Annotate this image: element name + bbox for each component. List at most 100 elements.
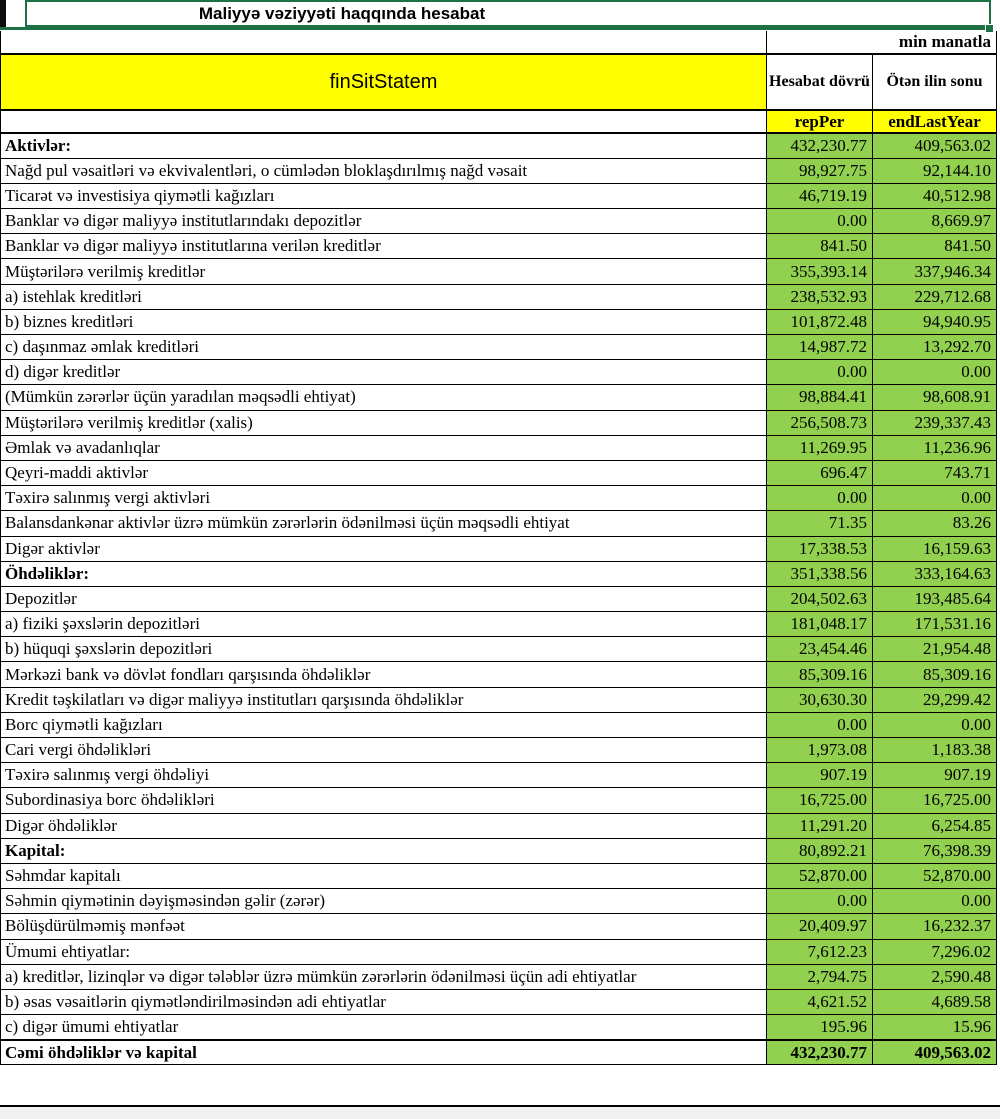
end-last-year-value-cell[interactable]: 193,485.64 bbox=[872, 585, 997, 613]
rep-per-value-cell[interactable]: 696.47 bbox=[766, 459, 873, 487]
rep-per-value-cell[interactable]: 0.00 bbox=[766, 485, 873, 512]
row-label-cell[interactable]: Digər aktivlər bbox=[0, 535, 767, 562]
row-label-cell[interactable]: c) digər ümumi ehtiyatlar bbox=[0, 1014, 767, 1041]
row-label-cell[interactable]: Təxirə salınmış vergi öhdəliyi bbox=[0, 762, 767, 789]
row-label-cell[interactable]: Kapital: bbox=[0, 837, 767, 864]
rep-per-value-cell[interactable]: 355,393.14 bbox=[766, 258, 873, 285]
report-period-header-cell[interactable]: Hesabat dövrü bbox=[766, 53, 873, 111]
end-last-year-value-cell[interactable]: 171,531.16 bbox=[872, 611, 997, 638]
end-last-year-value-cell[interactable]: 40,512.98 bbox=[872, 182, 997, 210]
end-last-year-value-cell[interactable]: 11,236.96 bbox=[872, 434, 997, 461]
row-label-cell[interactable]: Bölüşdürülməmiş mənfəət bbox=[0, 913, 767, 940]
rep-per-value-cell[interactable]: 80,892.21 bbox=[766, 837, 873, 864]
empty-cell[interactable] bbox=[0, 109, 767, 134]
end-last-year-value-cell[interactable]: 13,292.70 bbox=[872, 333, 997, 361]
end-last-year-value-cell[interactable]: 6,254.85 bbox=[872, 812, 997, 839]
rep-per-value-cell[interactable]: 907.19 bbox=[766, 762, 873, 789]
rep-per-code-cell[interactable]: repPer bbox=[766, 109, 873, 134]
rep-per-value-cell[interactable]: 30,630.30 bbox=[766, 686, 873, 713]
end-last-year-value-cell[interactable]: 76,398.39 bbox=[872, 837, 997, 864]
end-last-year-code-cell[interactable]: endLastYear bbox=[872, 109, 997, 134]
row-label-cell[interactable]: b) biznes kreditləri bbox=[0, 308, 767, 336]
report-title-cell[interactable]: Maliyyə vəziyyəti haqqında hesabat bbox=[25, 0, 991, 27]
rep-per-value-cell[interactable]: 101,872.48 bbox=[766, 308, 873, 336]
unit-note-cell[interactable]: min manatla bbox=[766, 31, 997, 55]
end-last-year-value-cell[interactable]: 8,669.97 bbox=[872, 208, 997, 235]
rep-per-value-cell[interactable]: 85,309.16 bbox=[766, 661, 873, 688]
row-label-cell[interactable]: Borc qiymətli kağızları bbox=[0, 711, 767, 739]
row-label-cell[interactable]: c) daşınmaz əmlak kreditləri bbox=[0, 333, 767, 361]
rep-per-value-cell[interactable]: 351,338.56 bbox=[766, 560, 873, 587]
end-last-year-value-cell[interactable]: 29,299.42 bbox=[872, 686, 997, 713]
form-code-cell[interactable]: finSitStatem bbox=[0, 53, 767, 111]
row-label-cell[interactable]: a) istehlak kreditləri bbox=[0, 283, 767, 310]
end-last-year-value-cell[interactable]: 16,725.00 bbox=[872, 787, 997, 814]
rep-per-value-cell[interactable]: 238,532.93 bbox=[766, 283, 873, 310]
row-label-cell[interactable]: Səhmin qiymətinin dəyişməsindən gəlir (z… bbox=[0, 888, 767, 915]
rep-per-value-cell[interactable]: 11,269.95 bbox=[766, 434, 873, 461]
rep-per-value-cell[interactable]: 20,409.97 bbox=[766, 913, 873, 940]
row-label-cell[interactable]: Ümumi ehtiyatlar: bbox=[0, 938, 767, 965]
end-last-year-value-cell[interactable]: 1,183.38 bbox=[872, 736, 997, 764]
rep-per-value-cell[interactable]: 841.50 bbox=[766, 233, 873, 260]
row-label-cell[interactable]: d) digər kreditlər bbox=[0, 359, 767, 386]
rep-per-value-cell[interactable]: 432,230.77 bbox=[766, 1038, 873, 1066]
row-label-cell[interactable]: Mərkəzi bank və dövlət fondları qarşısın… bbox=[0, 661, 767, 688]
end-last-year-value-cell[interactable]: 907.19 bbox=[872, 762, 997, 789]
rep-per-value-cell[interactable]: 16,725.00 bbox=[766, 787, 873, 814]
row-label-cell[interactable]: Qeyri-maddi aktivlər bbox=[0, 459, 767, 487]
end-last-year-value-cell[interactable]: 337,946.34 bbox=[872, 258, 997, 285]
row-label-cell[interactable]: Aktivlər: bbox=[0, 132, 767, 159]
rep-per-value-cell[interactable]: 14,987.72 bbox=[766, 333, 873, 361]
row-label-cell[interactable]: Subordinasiya borc öhdəlikləri bbox=[0, 787, 767, 814]
end-last-year-value-cell[interactable]: 0.00 bbox=[872, 711, 997, 739]
row-label-cell[interactable]: a) kreditlər, lizinqlər və digər tələblə… bbox=[0, 963, 767, 990]
end-last-year-header-cell[interactable]: Ötən ilin sonu bbox=[872, 53, 997, 111]
end-last-year-value-cell[interactable]: 743.71 bbox=[872, 459, 997, 487]
row-label-cell[interactable]: Kredit təşkilatları və digər maliyyə ins… bbox=[0, 686, 767, 713]
rep-per-value-cell[interactable]: 0.00 bbox=[766, 888, 873, 915]
end-last-year-value-cell[interactable]: 409,563.02 bbox=[872, 1038, 997, 1066]
end-last-year-value-cell[interactable]: 0.00 bbox=[872, 359, 997, 386]
row-label-cell[interactable]: Balansdankənar aktivlər üzrə mümkün zərə… bbox=[0, 510, 767, 537]
end-last-year-value-cell[interactable]: 16,232.37 bbox=[872, 913, 997, 940]
end-last-year-value-cell[interactable]: 0.00 bbox=[872, 888, 997, 915]
row-label-cell[interactable]: Öhdəliklər: bbox=[0, 560, 767, 587]
rep-per-value-cell[interactable]: 17,338.53 bbox=[766, 535, 873, 562]
row-label-cell[interactable]: Cari vergi öhdəlikləri bbox=[0, 736, 767, 764]
rep-per-value-cell[interactable]: 23,454.46 bbox=[766, 636, 873, 663]
rep-per-value-cell[interactable]: 52,870.00 bbox=[766, 862, 873, 890]
row-label-cell[interactable]: Müştərilərə verilmiş kreditlər (xalis) bbox=[0, 409, 767, 436]
row-label-cell[interactable]: Müştərilərə verilmiş kreditlər bbox=[0, 258, 767, 285]
empty-cell[interactable] bbox=[0, 31, 767, 55]
end-last-year-value-cell[interactable]: 333,164.63 bbox=[872, 560, 997, 587]
row-label-cell[interactable]: Depozitlər bbox=[0, 585, 767, 613]
row-label-cell[interactable]: Cəmi öhdəliklər və kapital bbox=[0, 1038, 767, 1066]
rep-per-value-cell[interactable]: 4,621.52 bbox=[766, 988, 873, 1016]
row-label-cell[interactable]: Təxirə salınmış vergi aktivləri bbox=[0, 485, 767, 512]
end-last-year-value-cell[interactable]: 841.50 bbox=[872, 233, 997, 260]
row-label-cell[interactable]: Banklar və digər maliyyə institutlarına … bbox=[0, 233, 767, 260]
end-last-year-value-cell[interactable]: 409,563.02 bbox=[872, 132, 997, 159]
end-last-year-value-cell[interactable]: 229,712.68 bbox=[872, 283, 997, 310]
end-last-year-value-cell[interactable]: 4,689.58 bbox=[872, 988, 997, 1016]
rep-per-value-cell[interactable]: 11,291.20 bbox=[766, 812, 873, 839]
end-last-year-value-cell[interactable]: 92,144.10 bbox=[872, 157, 997, 184]
rep-per-value-cell[interactable]: 0.00 bbox=[766, 208, 873, 235]
row-label-cell[interactable]: Ticarət və investisiya qiymətli kağızlar… bbox=[0, 182, 767, 210]
row-label-cell[interactable]: (Mümkün zərərlər üçün yaradılan məqsədli… bbox=[0, 384, 767, 411]
rep-per-value-cell[interactable]: 1,973.08 bbox=[766, 736, 873, 764]
rep-per-value-cell[interactable]: 256,508.73 bbox=[766, 409, 873, 436]
rep-per-value-cell[interactable]: 181,048.17 bbox=[766, 611, 873, 638]
rep-per-value-cell[interactable]: 0.00 bbox=[766, 711, 873, 739]
rep-per-value-cell[interactable]: 98,884.41 bbox=[766, 384, 873, 411]
end-last-year-value-cell[interactable]: 16,159.63 bbox=[872, 535, 997, 562]
rep-per-value-cell[interactable]: 195.96 bbox=[766, 1014, 873, 1041]
row-label-cell[interactable]: Digər öhdəliklər bbox=[0, 812, 767, 839]
row-label-cell[interactable]: Səhmdar kapitalı bbox=[0, 862, 767, 890]
end-last-year-value-cell[interactable]: 94,940.95 bbox=[872, 308, 997, 336]
row-label-cell[interactable]: b) əsas vəsaitlərin qiymətləndirilməsind… bbox=[0, 988, 767, 1016]
rep-per-value-cell[interactable]: 0.00 bbox=[766, 359, 873, 386]
rep-per-value-cell[interactable]: 204,502.63 bbox=[766, 585, 873, 613]
rep-per-value-cell[interactable]: 7,612.23 bbox=[766, 938, 873, 965]
